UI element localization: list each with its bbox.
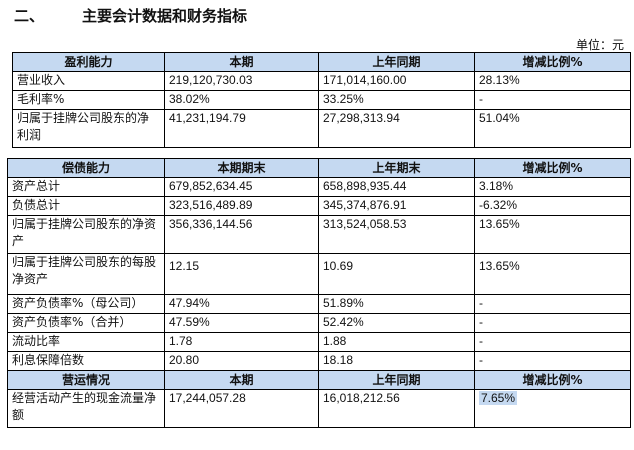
- cell-change: -: [474, 351, 631, 371]
- cell-change: -: [474, 313, 631, 333]
- table-row: 毛利率% 38.02% 33.25% -: [12, 90, 631, 110]
- cell-current: 323,516,489.89: [164, 196, 319, 216]
- cell-prior: 658,898,935.44: [318, 177, 475, 197]
- table-row: 经营活动产生的现金流量净额 17,244,057.28 16,018,212.5…: [7, 389, 631, 428]
- header-cell: 增减比例%: [474, 370, 631, 390]
- highlighted-value: 7.65%: [479, 391, 518, 405]
- cell-current: 679,852,634.45: [164, 177, 319, 197]
- header-cell: 上年同期: [318, 52, 475, 72]
- header-cell: 本期期末: [164, 158, 319, 178]
- cell-prior: 10.69: [318, 253, 475, 295]
- row-label: 归属于挂牌公司股东的每股净资产: [7, 253, 165, 295]
- row-label: 流动比率: [7, 332, 165, 352]
- row-label: 利息保障倍数: [7, 351, 165, 371]
- row-label: 资产总计: [7, 177, 165, 197]
- header-cell: 增减比例%: [474, 158, 631, 178]
- cell-prior: 27,298,313.94: [318, 109, 475, 148]
- table-row: 利息保障倍数 20.80 18.18 -: [7, 351, 631, 371]
- cell-change: 28.13%: [474, 71, 631, 91]
- cell-change: 3.18%: [474, 177, 631, 197]
- cell-current: 47.94%: [164, 294, 319, 314]
- table-row: 归属于挂牌公司股东的每股净资产 12.15 10.69 13.65%: [7, 253, 631, 295]
- cell-prior: 52.42%: [318, 313, 475, 333]
- cell-change: -: [474, 90, 631, 110]
- profitability-table: 盈利能力 本期 上年同期 增减比例% 营业收入 219,120,730.03 1…: [12, 52, 631, 148]
- table-header-row: 盈利能力 本期 上年同期 增减比例%: [12, 52, 631, 72]
- header-cell: 本期: [164, 52, 319, 72]
- header-cell: 增减比例%: [474, 52, 631, 72]
- table-row: 归属于挂牌公司股东的净资产 356,336,144.56 313,524,058…: [7, 215, 631, 254]
- row-label: 负债总计: [7, 196, 165, 216]
- table-row: 流动比率 1.78 1.88 -: [7, 332, 631, 352]
- row-label: 毛利率%: [12, 90, 165, 110]
- row-label: 归属于挂牌公司股东的净资产: [7, 215, 165, 254]
- cell-change: 13.65%: [474, 215, 631, 254]
- header-cell: 上年期末: [318, 158, 475, 178]
- header-cell: 本期: [164, 370, 319, 390]
- cell-current: 38.02%: [164, 90, 319, 110]
- unit-label: 单位：元: [575, 38, 624, 52]
- header-cell: 盈利能力: [12, 52, 165, 72]
- cell-prior: 345,374,876.91: [318, 196, 475, 216]
- table-row: 资产负债率%（母公司） 47.94% 51.89% -: [7, 294, 631, 314]
- cell-change: 7.65%: [474, 389, 631, 428]
- table-row: 资产负债率%（合并） 47.59% 52.42% -: [7, 313, 631, 333]
- solvency-table: 偿债能力 本期期末 上年期末 增减比例% 资产总计 679,852,634.45…: [7, 158, 631, 428]
- table-row: 负债总计 323,516,489.89 345,374,876.91 -6.32…: [7, 196, 631, 216]
- section-heading: 二、 主要会计数据和财务指标: [14, 5, 247, 26]
- table-header-row: 营运情况 本期 上年同期 增减比例%: [7, 370, 631, 390]
- row-label: 资产负债率%（合并）: [7, 313, 165, 333]
- cell-current: 219,120,730.03: [164, 71, 319, 91]
- section-title: 主要会计数据和财务指标: [82, 7, 248, 25]
- cell-current: 17,244,057.28: [164, 389, 319, 428]
- cell-change: 51.04%: [474, 109, 631, 148]
- cell-prior: 33.25%: [318, 90, 475, 110]
- cell-current: 20.80: [164, 351, 319, 371]
- cell-current: 1.78: [164, 332, 319, 352]
- cell-current: 47.59%: [164, 313, 319, 333]
- table-row: 资产总计 679,852,634.45 658,898,935.44 3.18%: [7, 177, 631, 197]
- header-cell: 偿债能力: [7, 158, 165, 178]
- cell-prior: 18.18: [318, 351, 475, 371]
- cell-current: 41,231,194.79: [164, 109, 319, 148]
- cell-change: -: [474, 294, 631, 314]
- row-label: 归属于挂牌公司股东的净利润: [12, 109, 165, 148]
- cell-prior: 171,014,160.00: [318, 71, 475, 91]
- row-label: 资产负债率%（母公司）: [7, 294, 165, 314]
- cell-prior: 1.88: [318, 332, 475, 352]
- table-header-row: 偿债能力 本期期末 上年期末 增减比例%: [7, 158, 631, 178]
- row-label: 营业收入: [12, 71, 165, 91]
- cell-prior: 51.89%: [318, 294, 475, 314]
- header-cell: 营运情况: [7, 370, 165, 390]
- cell-prior: 313,524,058.53: [318, 215, 475, 254]
- cell-change: -6.32%: [474, 196, 631, 216]
- row-label: 经营活动产生的现金流量净额: [7, 389, 165, 428]
- table-row: 营业收入 219,120,730.03 171,014,160.00 28.13…: [12, 71, 631, 91]
- cell-current: 12.15: [164, 253, 319, 295]
- header-cell: 上年同期: [318, 370, 475, 390]
- section-number: 二、: [14, 7, 45, 25]
- cell-change: 13.65%: [474, 253, 631, 295]
- table-row: 归属于挂牌公司股东的净利润 41,231,194.79 27,298,313.9…: [12, 109, 631, 148]
- cell-change: -: [474, 332, 631, 352]
- cell-prior: 16,018,212.56: [318, 389, 475, 428]
- cell-current: 356,336,144.56: [164, 215, 319, 254]
